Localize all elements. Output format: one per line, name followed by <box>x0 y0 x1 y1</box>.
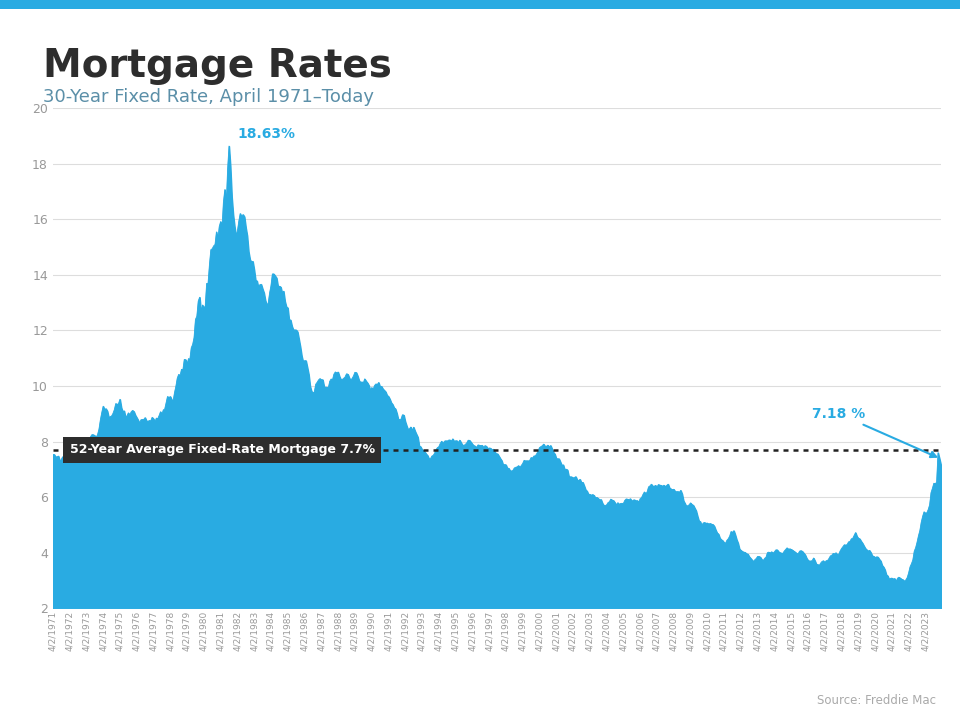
Text: Source: Freddie Mac: Source: Freddie Mac <box>817 694 936 707</box>
Text: Mortgage Rates: Mortgage Rates <box>43 47 392 85</box>
Text: 18.63%: 18.63% <box>237 127 296 141</box>
Text: 7.18 %: 7.18 % <box>812 407 936 457</box>
Text: 30-Year Fixed Rate, April 1971–Today: 30-Year Fixed Rate, April 1971–Today <box>43 88 374 106</box>
Text: 52-Year Average Fixed-Rate Mortgage 7.7%: 52-Year Average Fixed-Rate Mortgage 7.7% <box>69 444 374 456</box>
